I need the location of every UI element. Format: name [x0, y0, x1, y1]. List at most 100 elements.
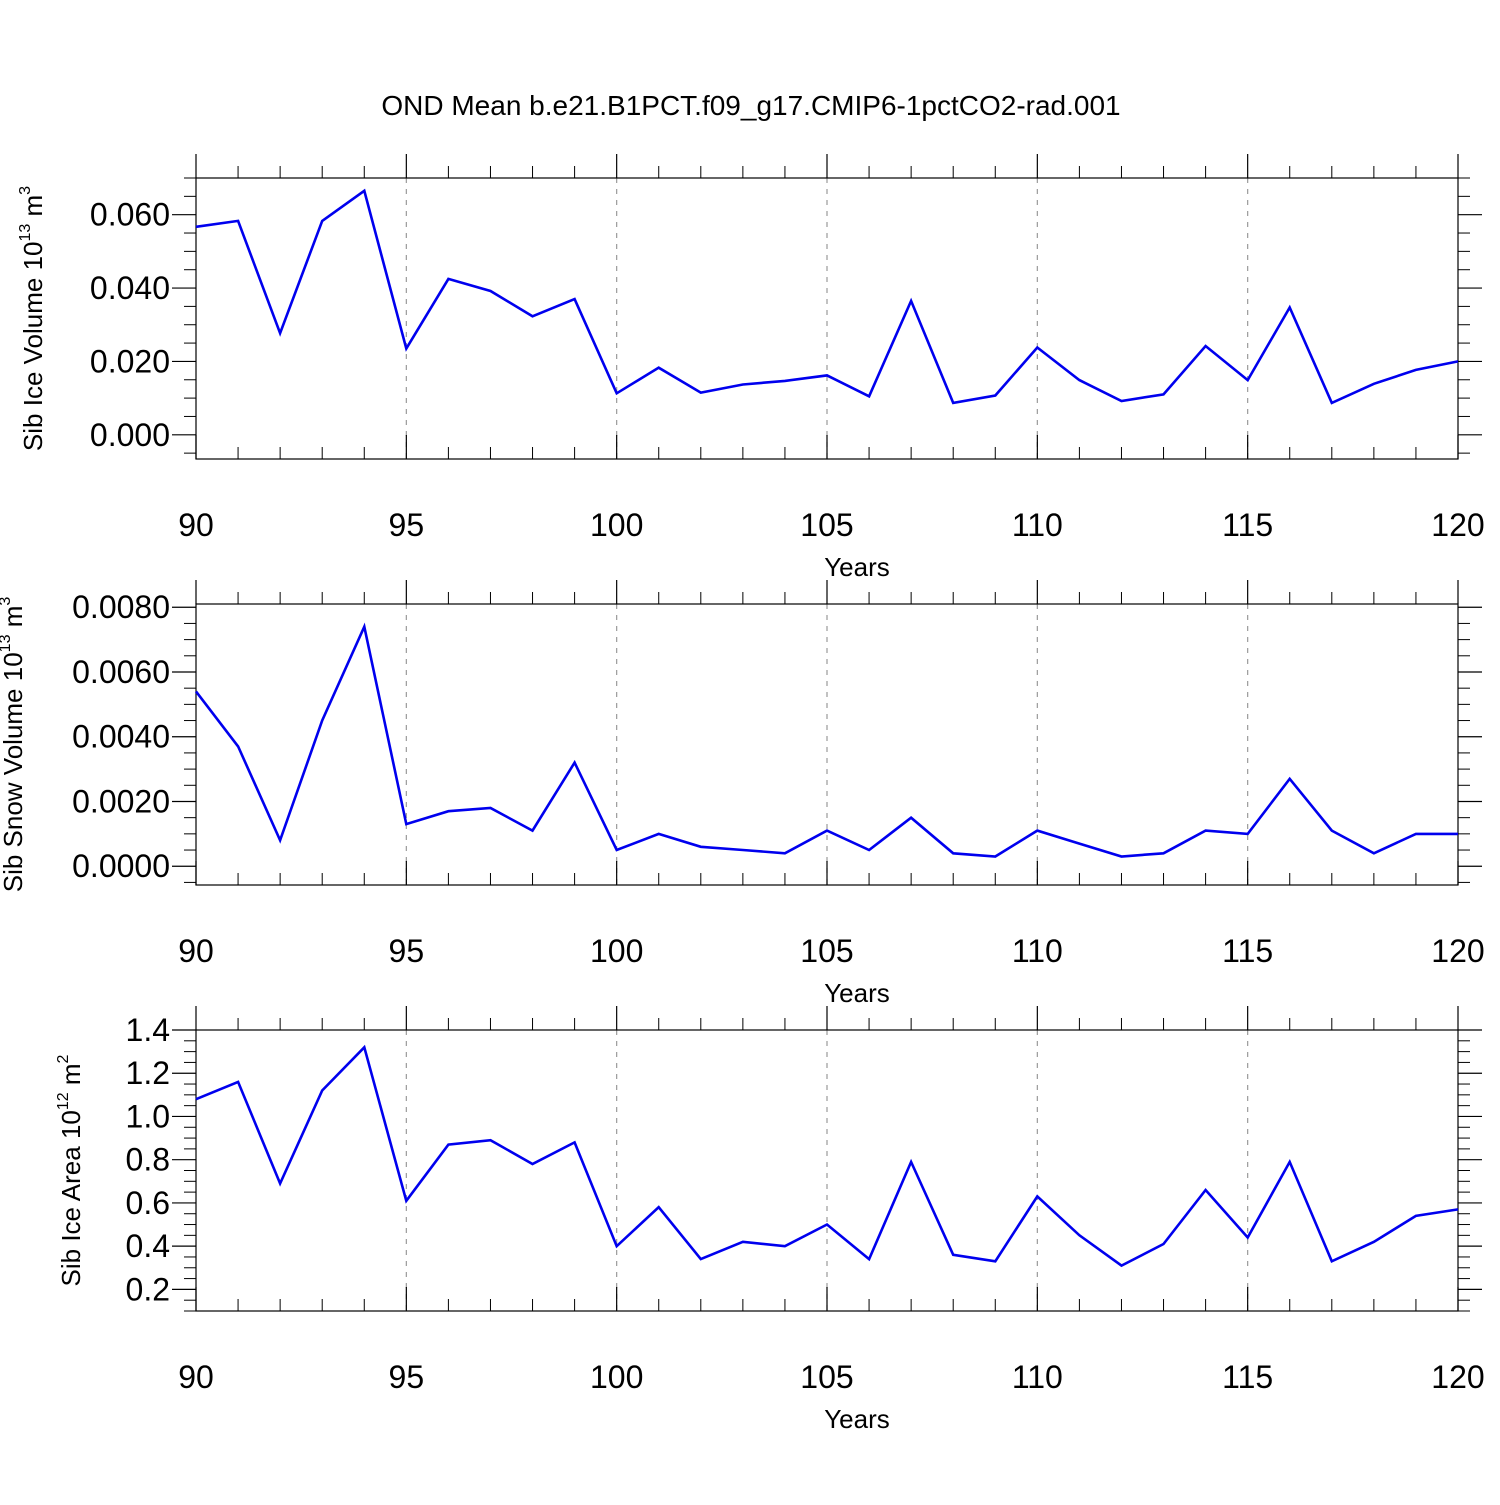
- series-line: [194, 622, 1458, 858]
- data-point: [1329, 400, 1334, 405]
- data-point: [867, 848, 872, 853]
- data-point: [867, 394, 872, 399]
- data-point: [1077, 378, 1082, 383]
- y-tick-label: 0.0000: [72, 848, 170, 884]
- y-tick-label: 0.000: [90, 417, 170, 453]
- data-point: [404, 346, 409, 351]
- y-tick-label: 0.020: [90, 343, 170, 379]
- data-point: [320, 718, 325, 723]
- data-point: [362, 188, 367, 193]
- data-point: [1413, 367, 1418, 372]
- x-tick-label: 105: [800, 507, 853, 543]
- x-tick-label: 100: [590, 1359, 643, 1395]
- data-point: [1035, 828, 1040, 833]
- data-point: [782, 378, 787, 383]
- data-point: [1245, 831, 1250, 836]
- data-point: [1371, 851, 1376, 856]
- series-line: [195, 188, 1459, 405]
- x-tick-label: 90: [178, 1359, 214, 1395]
- data-point: [825, 828, 830, 833]
- data-point: [698, 390, 703, 395]
- x-tick-label: 110: [1012, 1359, 1063, 1395]
- x-tick-label: 105: [800, 1359, 853, 1395]
- x-axis-label: Years: [824, 552, 890, 582]
- data-point: [446, 276, 451, 281]
- data-point: [278, 838, 283, 843]
- plot-frame: [195, 177, 1459, 460]
- data-point: [194, 1097, 199, 1102]
- x-tick-label: 110: [1012, 933, 1063, 969]
- y-tick-label: 1.0: [126, 1098, 170, 1134]
- data-point: [1287, 305, 1292, 310]
- chart-title: OND Mean b.e21.B1PCT.f09_g17.CMIP6-1pctC…: [381, 90, 1120, 121]
- data-point: [1077, 1233, 1082, 1238]
- y-tick-label: 1.4: [126, 1012, 170, 1048]
- data-point: [236, 218, 241, 223]
- data-point: [1203, 1187, 1208, 1192]
- plot-frame: [195, 1029, 1459, 1312]
- data-point: [1203, 828, 1208, 833]
- x-tick-label: 120: [1431, 933, 1484, 969]
- data-point: [278, 1181, 283, 1186]
- data-point: [1287, 776, 1292, 781]
- data-point: [951, 1252, 956, 1257]
- data-point: [993, 1259, 998, 1264]
- x-tick-label: 115: [1222, 507, 1273, 543]
- y-tick-label: 0.6: [126, 1185, 170, 1221]
- data-point: [614, 848, 619, 853]
- data-point: [614, 391, 619, 396]
- data-point: [1161, 1241, 1166, 1246]
- data-point: [1119, 1263, 1124, 1268]
- data-point: [951, 851, 956, 856]
- data-point: [488, 288, 493, 293]
- data-point: [1329, 1259, 1334, 1264]
- data-point: [362, 624, 367, 629]
- data-point: [572, 1140, 577, 1145]
- y-tick-label: 0.0060: [72, 654, 170, 690]
- data-point: [530, 828, 535, 833]
- data-point: [1456, 359, 1461, 364]
- x-tick-label: 90: [178, 933, 214, 969]
- data-point: [194, 224, 199, 229]
- x-tick-label: 115: [1222, 1359, 1273, 1395]
- data-point: [488, 1138, 493, 1143]
- data-point: [1245, 1235, 1250, 1240]
- data-point: [909, 1159, 914, 1164]
- x-tick-label: 90: [178, 507, 214, 543]
- data-point: [1203, 344, 1208, 349]
- y-tick-label: 0.8: [126, 1142, 170, 1178]
- x-tick-label: 115: [1222, 933, 1273, 969]
- data-point: [404, 822, 409, 827]
- data-point: [1119, 399, 1124, 404]
- x-tick-label: 120: [1431, 507, 1484, 543]
- y-tick-label: 0.0080: [72, 589, 170, 625]
- data-point: [1077, 841, 1082, 846]
- data-point: [993, 854, 998, 859]
- data-point: [446, 809, 451, 814]
- data-point: [572, 297, 577, 302]
- data-point: [1119, 854, 1124, 859]
- data-point: [488, 805, 493, 810]
- x-axis-label: Years: [824, 1404, 890, 1434]
- data-point: [909, 298, 914, 303]
- y-tick-label: 0.040: [90, 270, 170, 306]
- data-point: [782, 851, 787, 856]
- data-point: [740, 382, 745, 387]
- data-point: [1161, 851, 1166, 856]
- data-point: [1456, 1207, 1461, 1212]
- data-point: [1413, 831, 1418, 836]
- data-point: [1413, 1213, 1418, 1218]
- data-point: [1287, 1159, 1292, 1164]
- data-point: [1371, 381, 1376, 386]
- x-tick-label: 95: [389, 1359, 425, 1395]
- data-point: [656, 831, 661, 836]
- panel-3: 90 95 100 105 110 115 120 0.2 0.4 0.6 0.8 1.0 1.2 1.4…: [55, 1006, 1485, 1434]
- x-tick-label: 105: [800, 933, 853, 969]
- y-tick-label: 0.0040: [72, 719, 170, 755]
- y-axis-label: Sib Ice Area 1012 m2: [55, 1054, 86, 1286]
- data-point: [740, 1239, 745, 1244]
- y-tick-label: 0.4: [126, 1228, 170, 1264]
- data-point: [993, 393, 998, 398]
- data-point: [867, 1257, 872, 1262]
- data-point: [782, 1244, 787, 1249]
